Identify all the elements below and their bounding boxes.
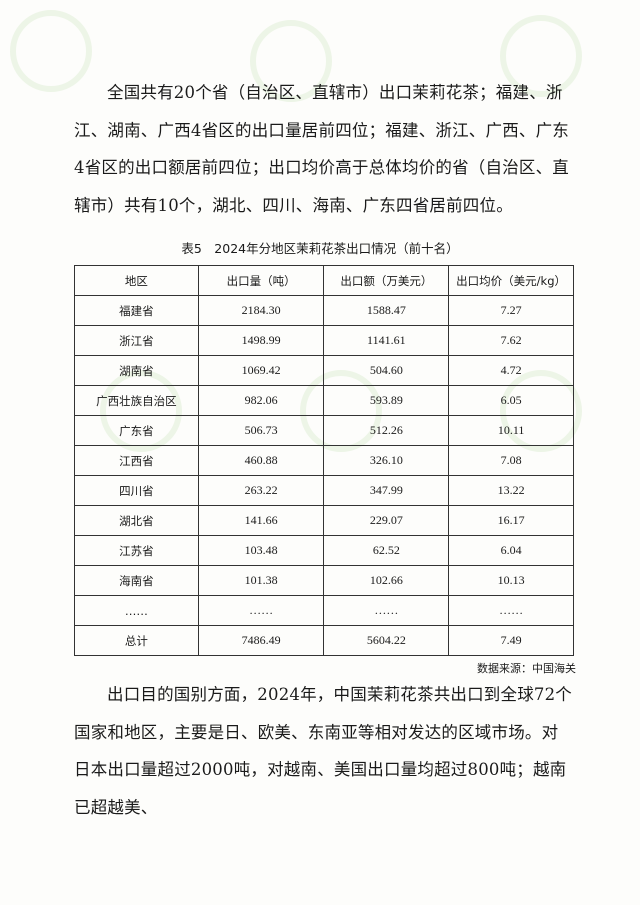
cell-volume: 460.88 bbox=[197, 445, 325, 476]
cell-avg-price: 7.27 bbox=[448, 295, 574, 326]
cell-avg-price: 10.11 bbox=[448, 415, 574, 446]
cell-value: 1141.61 bbox=[323, 325, 450, 356]
cell-value: 5604.22 bbox=[323, 625, 450, 656]
cell-volume: 101.38 bbox=[197, 565, 325, 596]
data-source: 数据来源：中国海关 bbox=[477, 662, 576, 675]
cell-region: 广西壮族自治区 bbox=[74, 385, 199, 416]
table-row: 湖北省 141.66 229.07 16.17 bbox=[74, 505, 574, 536]
cell-avg-price: 7.49 bbox=[448, 625, 574, 656]
cell-region: 四川省 bbox=[74, 475, 199, 506]
cell-volume: 1498.99 bbox=[197, 325, 325, 356]
cell-avg-price: 7.62 bbox=[448, 325, 574, 356]
cell-region: 江苏省 bbox=[74, 535, 199, 566]
cell-region: 湖南省 bbox=[74, 355, 199, 386]
table-header-row: 地区 出口量（吨） 出口额（万美元） 出口均价（美元/kg） bbox=[74, 265, 574, 296]
table-row: …………………… bbox=[74, 595, 574, 626]
cell-volume: 103.48 bbox=[197, 535, 325, 566]
table-row: 福建省 2184.30 1588.47 7.27 bbox=[74, 295, 574, 326]
cell-avg-price: 6.04 bbox=[448, 535, 574, 566]
cell-region: 湖北省 bbox=[74, 505, 199, 536]
cell-volume: 2184.30 bbox=[197, 295, 325, 326]
header-region: 地区 bbox=[74, 265, 199, 296]
paragraph-text: 出口目的国别方面，2024年，中国茉莉花茶共出口到全球72个国家和地区，主要是日… bbox=[74, 685, 572, 817]
table-row: 湖南省 1069.42 504.60 4.72 bbox=[74, 355, 574, 386]
cell-value: 512.26 bbox=[323, 415, 450, 446]
cell-volume: 141.66 bbox=[197, 505, 325, 536]
cell-avg-price: 4.72 bbox=[448, 355, 574, 386]
cell-region: 福建省 bbox=[74, 295, 199, 326]
cell-region: 江西省 bbox=[74, 445, 199, 476]
table-caption: 表5 2024年分地区茉莉花茶出口情况（前十名） bbox=[181, 241, 459, 256]
paragraph-destination-countries: 出口目的国别方面，2024年，中国茉莉花茶共出口到全球72个国家和地区，主要是日… bbox=[74, 676, 574, 826]
cell-volume: 506.73 bbox=[197, 415, 325, 446]
cell-volume: …… bbox=[197, 595, 325, 626]
cell-avg-price: 16.17 bbox=[448, 505, 574, 536]
watermark-logo bbox=[500, 15, 582, 97]
cell-region: 广东省 bbox=[74, 415, 199, 446]
table-row: 广西壮族自治区 982.06 593.89 6.05 bbox=[74, 385, 574, 416]
cell-region: 总计 bbox=[74, 625, 199, 656]
table-row: 浙江省 1498.99 1141.61 7.62 bbox=[74, 325, 574, 356]
table-row: 江苏省 103.48 62.52 6.04 bbox=[74, 535, 574, 566]
table-row: 广东省 506.73 512.26 10.11 bbox=[74, 415, 574, 446]
table-row: 江西省 460.88 326.10 7.08 bbox=[74, 445, 574, 476]
cell-value: 326.10 bbox=[323, 445, 450, 476]
cell-value: 229.07 bbox=[323, 505, 450, 536]
cell-value: 1588.47 bbox=[323, 295, 450, 326]
header-volume: 出口量（吨） bbox=[197, 265, 325, 296]
cell-value: …… bbox=[323, 595, 450, 626]
cell-region: 浙江省 bbox=[74, 325, 199, 356]
table-row: 四川省 263.22 347.99 13.22 bbox=[74, 475, 574, 506]
cell-volume: 7486.49 bbox=[197, 625, 325, 656]
cell-region: …… bbox=[74, 595, 199, 626]
table-row: 海南省 101.38 102.66 10.13 bbox=[74, 565, 574, 596]
cell-value: 102.66 bbox=[323, 565, 450, 596]
paragraph-text: 全国共有20个省（自治区、直辖市）出口茉莉花茶；福建、浙江、湖南、广西4省区的出… bbox=[74, 83, 569, 215]
cell-avg-price: 13.22 bbox=[448, 475, 574, 506]
cell-volume: 1069.42 bbox=[197, 355, 325, 386]
cell-avg-price: 6.05 bbox=[448, 385, 574, 416]
cell-value: 504.60 bbox=[323, 355, 450, 386]
cell-avg-price: 7.08 bbox=[448, 445, 574, 476]
table-row: 总计 7486.49 5604.22 7.49 bbox=[74, 625, 574, 656]
header-avg-price: 出口均价（美元/kg） bbox=[448, 265, 574, 296]
watermark-logo bbox=[10, 10, 92, 92]
paragraph-regional-summary: 全国共有20个省（自治区、直辖市）出口茉莉花茶；福建、浙江、湖南、广西4省区的出… bbox=[74, 74, 574, 224]
cell-avg-price: …… bbox=[448, 595, 574, 626]
watermark-logo bbox=[250, 20, 332, 102]
cell-region: 海南省 bbox=[74, 565, 199, 596]
cell-volume: 982.06 bbox=[197, 385, 325, 416]
export-by-region-table: 地区 出口量（吨） 出口额（万美元） 出口均价（美元/kg） 福建省 2184.3… bbox=[74, 265, 574, 656]
cell-avg-price: 10.13 bbox=[448, 565, 574, 596]
cell-volume: 263.22 bbox=[197, 475, 325, 506]
cell-value: 593.89 bbox=[323, 385, 450, 416]
cell-value: 347.99 bbox=[323, 475, 450, 506]
header-value: 出口额（万美元） bbox=[323, 265, 450, 296]
cell-value: 62.52 bbox=[323, 535, 450, 566]
